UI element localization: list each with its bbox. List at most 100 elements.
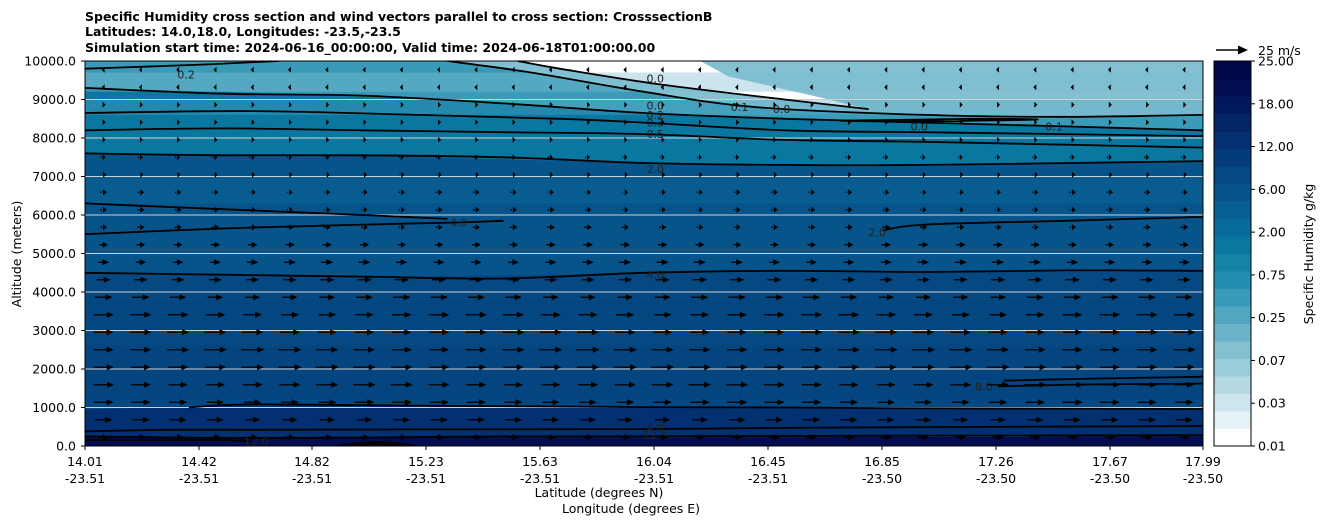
wind-arrow-head <box>250 66 254 73</box>
wind-arrow-head <box>549 259 557 266</box>
wind-arrow-head <box>177 259 184 266</box>
wind-arrow <box>470 434 483 441</box>
wind-arrow-head <box>997 171 1001 178</box>
wind-arrow-head <box>438 154 442 161</box>
wind-arrow-head <box>550 171 554 178</box>
wind-arrow <box>1142 241 1152 248</box>
wind-arrow-head <box>438 171 442 178</box>
wind-arrow-head <box>400 241 407 248</box>
wind-arrow-head <box>219 346 227 353</box>
wind-arrow-head <box>102 434 110 441</box>
wind-arrow <box>882 224 891 231</box>
wind-arrow <box>1070 84 1074 91</box>
wind-arrow <box>846 171 852 178</box>
wind-arrow-head <box>257 346 265 353</box>
wind-arrow-head <box>326 224 331 231</box>
wind-arrow <box>585 189 591 196</box>
wind-arrow <box>690 329 710 336</box>
wind-arrow <box>995 154 1001 161</box>
wind-arrow <box>360 241 369 248</box>
wind-arrow <box>280 311 299 318</box>
wind-arrow-head <box>294 364 302 371</box>
wind-arrow-head <box>1002 364 1010 371</box>
wind-arrow <box>883 154 889 161</box>
wind-arrow-head <box>964 381 972 388</box>
wind-arrow-head <box>739 311 747 318</box>
wind-arrow <box>659 224 667 231</box>
wind-arrow <box>951 311 970 318</box>
wind-arrow <box>507 434 520 441</box>
wind-arrow <box>995 189 1001 196</box>
wind-arrow <box>696 154 702 161</box>
wind-arrow <box>882 206 890 213</box>
wind-arrow-head <box>811 276 819 283</box>
wind-arrow <box>465 311 487 318</box>
wind-arrow-head <box>625 416 633 423</box>
wind-arrow <box>845 224 853 231</box>
wind-arrow <box>802 399 822 406</box>
wind-arrow-head <box>960 189 964 196</box>
wind-arrow <box>1183 101 1187 108</box>
wind-arrow-head <box>289 276 297 283</box>
wind-arrow <box>584 224 592 231</box>
wind-arrow <box>1099 346 1120 353</box>
wind-arrow <box>391 364 413 371</box>
wind-arrow <box>990 276 1006 283</box>
wind-arrow-head <box>887 294 895 301</box>
wind-arrow-head <box>958 66 962 73</box>
wind-arrow-head <box>852 364 860 371</box>
wind-arrow-head <box>219 329 227 336</box>
wind-arrow <box>1032 171 1038 178</box>
wind-arrow <box>206 399 225 406</box>
wind-arrow-head <box>590 311 598 318</box>
wind-arrow <box>768 259 780 266</box>
wind-arrow <box>994 224 1002 231</box>
wind-arrow <box>846 66 850 73</box>
wind-arrow <box>698 119 702 126</box>
wind-arrow-head <box>810 119 814 126</box>
wind-arrow <box>655 416 671 423</box>
wind-arrow-head <box>103 171 107 178</box>
wind-arrow-head <box>1037 311 1045 318</box>
wind-arrow <box>885 136 889 143</box>
wind-arrow <box>1068 241 1077 248</box>
wind-arrow-head <box>810 259 817 266</box>
colorbar-segment <box>1214 323 1251 342</box>
wind-arrow-head <box>661 259 669 266</box>
wind-arrow <box>691 294 709 301</box>
wind-arrow-head <box>102 154 106 161</box>
wind-arrow <box>100 154 106 161</box>
wind-arrow-head <box>512 171 516 178</box>
wind-arrow <box>734 171 740 178</box>
wind-arrow <box>764 346 785 353</box>
wind-arrow-head <box>401 171 405 178</box>
wind-arrow-head <box>253 416 261 423</box>
wind-arrow <box>323 224 331 231</box>
wind-arrow-head <box>179 294 187 301</box>
wind-arrow <box>287 66 291 73</box>
wind-arrow-head <box>548 84 552 91</box>
wind-arrow-head <box>399 84 403 91</box>
wind-arrow <box>1143 154 1150 161</box>
wind-arrow-head <box>997 101 1001 108</box>
wind-arrow-head <box>516 364 524 371</box>
wind-arrow <box>173 241 183 248</box>
wind-arrow <box>246 259 259 266</box>
wind-arrow-head <box>664 311 672 318</box>
wind-arrow <box>508 259 519 266</box>
contour-label-4: 4.0 <box>646 269 664 282</box>
wind-arrow <box>688 364 712 371</box>
wind-arrow-head <box>1034 241 1040 248</box>
wind-arrow-head <box>1149 381 1157 388</box>
wind-arrow <box>660 84 664 91</box>
wind-arrow <box>1030 241 1040 248</box>
wind-arrow-head <box>403 416 411 423</box>
wind-arrow <box>1062 399 1083 406</box>
wind-arrow-head <box>773 241 779 248</box>
wind-arrow-head <box>400 259 408 266</box>
wind-arrow <box>549 101 553 108</box>
wind-arrow-head <box>251 241 258 248</box>
wind-arrow <box>1031 224 1039 231</box>
wind-arrow <box>580 416 596 423</box>
